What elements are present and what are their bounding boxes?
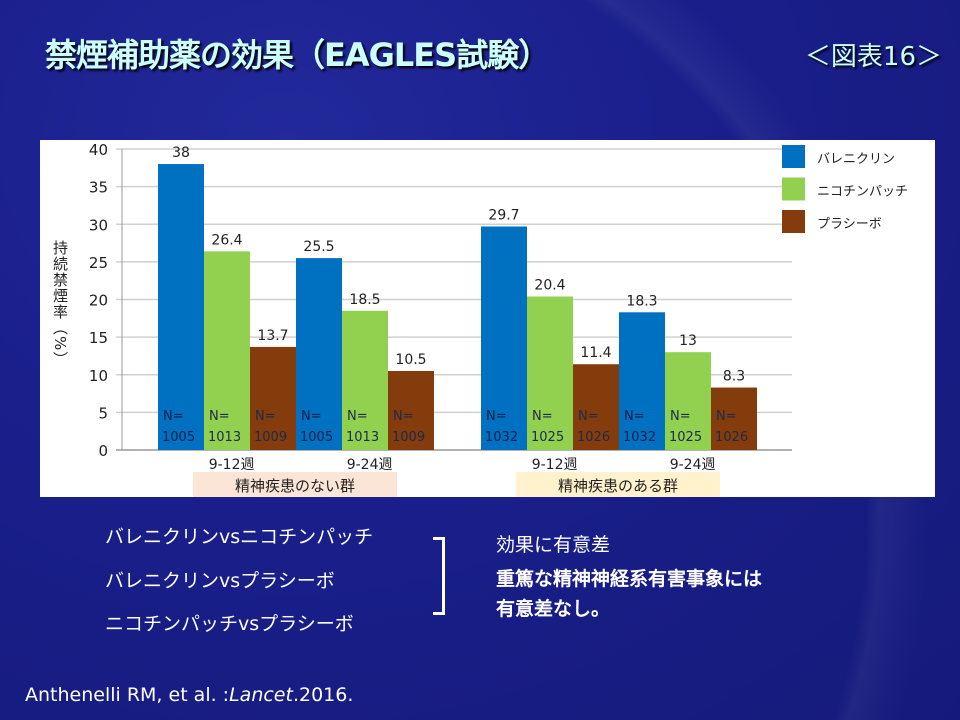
bar [527, 296, 573, 450]
y-tick-label: 0 [98, 442, 108, 460]
comparison-3: ニコチンパッチvsプラシーボ [105, 613, 354, 635]
bar [204, 251, 250, 450]
bar-value-label: 25.5 [303, 239, 334, 255]
figure-label: ＜図表16＞ [804, 42, 942, 72]
n-label: N= [393, 409, 414, 424]
bar-value-label: 8.3 [723, 369, 745, 385]
bar [481, 226, 527, 450]
n-label: 1013 [346, 430, 379, 445]
y-tick-label: 25 [89, 254, 108, 272]
n-label: 1026 [715, 430, 748, 445]
group-label-box [516, 472, 720, 497]
bar-value-label: 10.5 [395, 352, 426, 368]
category-label: 9-24週 [670, 457, 716, 473]
n-label: N= [716, 409, 737, 424]
bar [158, 164, 204, 451]
legend-label: プラシーボ [817, 217, 882, 232]
bar-value-label: 26.4 [211, 232, 242, 248]
citation-journal: Lancet [229, 684, 293, 706]
y-tick-label: 10 [89, 367, 108, 385]
n-label: 1009 [392, 430, 425, 445]
bar-value-label: 18.3 [626, 293, 657, 309]
y-tick-label: 30 [89, 216, 108, 234]
n-label: N= [301, 409, 322, 424]
n-label: 1032 [623, 430, 656, 445]
n-label: N= [347, 409, 368, 424]
comparison-2: バレニクリンvsプラシーボ [105, 570, 335, 592]
n-label: 1009 [254, 430, 287, 445]
bar [388, 370, 434, 450]
bar-value-label: 20.4 [534, 277, 565, 293]
result-3: 有意差なし。 [496, 598, 611, 620]
n-label: 1032 [485, 430, 518, 445]
citation: Anthenelli RM, et al. :Lancet.2016. [25, 684, 353, 706]
y-tick-label: 15 [89, 329, 108, 347]
y-axis-label: 持続禁煙率（%） [51, 240, 69, 367]
n-label: 1025 [669, 430, 702, 445]
bar [711, 387, 757, 450]
category-label: 9-12週 [209, 457, 255, 473]
bar-chart: 0 5 10 15 20 25 30 35 40 持続禁煙率（%） 38 N= 1005 26.4 N= 10… [40, 140, 935, 497]
y-tick-label: 5 [98, 404, 108, 422]
n-label: N= [209, 409, 230, 424]
citation-year: .2016. [292, 684, 354, 706]
bracket [433, 537, 445, 615]
n-label: N= [163, 409, 184, 424]
bar-value-label: 13.7 [257, 328, 288, 344]
bar-value-label: 38 [172, 145, 190, 161]
legend-label: ニコチンパッチ [817, 185, 908, 200]
bar [619, 312, 665, 450]
n-label: N= [255, 409, 276, 424]
result-2: 重篤な精神神経系有害事象には [496, 568, 763, 590]
group-label: 精神疾患のない群 [235, 477, 355, 495]
bar-value-label: 29.7 [488, 208, 519, 224]
bar [665, 352, 711, 450]
group-label: 精神疾患のある群 [558, 477, 678, 495]
legend-swatch [782, 145, 805, 168]
n-label: N= [486, 409, 507, 424]
y-tick-label: 20 [89, 292, 108, 310]
bar [573, 364, 619, 450]
n-label: 1005 [162, 430, 195, 445]
n-label: 1026 [577, 430, 610, 445]
group-label-box [193, 472, 397, 497]
bar-value-label: 11.4 [580, 345, 611, 361]
legend-label: バレニクリン [817, 152, 895, 167]
bar-value-label: 13 [679, 333, 697, 349]
n-label: N= [532, 409, 553, 424]
bar [296, 258, 342, 450]
chart-svg: 0 5 10 15 20 25 30 35 40 持続禁煙率（%） 38 N= 1005 26.4 N= 10… [51, 141, 908, 497]
result-1: 効果に有意差 [496, 534, 611, 556]
n-label: 1005 [300, 430, 333, 445]
citation-authors: Anthenelli RM, et al. : [25, 684, 230, 706]
n-label: N= [578, 409, 599, 424]
n-label: N= [670, 409, 691, 424]
category-label: 9-24週 [347, 457, 393, 473]
y-tick-label: 40 [89, 141, 108, 159]
n-label: N= [624, 409, 645, 424]
n-label: 1013 [208, 430, 241, 445]
slide-title: 禁煙補助薬の効果（EAGLES試験） [45, 36, 550, 74]
bar-value-label: 18.5 [349, 292, 380, 308]
comparison-1: バレニクリンvsニコチンパッチ [105, 526, 374, 548]
bar [342, 310, 388, 450]
category-label: 9-12週 [532, 457, 578, 473]
y-tick-label: 35 [89, 179, 108, 197]
n-label: 1025 [531, 430, 564, 445]
legend-swatch [782, 177, 805, 201]
legend-swatch [782, 210, 805, 233]
bar [250, 346, 296, 450]
